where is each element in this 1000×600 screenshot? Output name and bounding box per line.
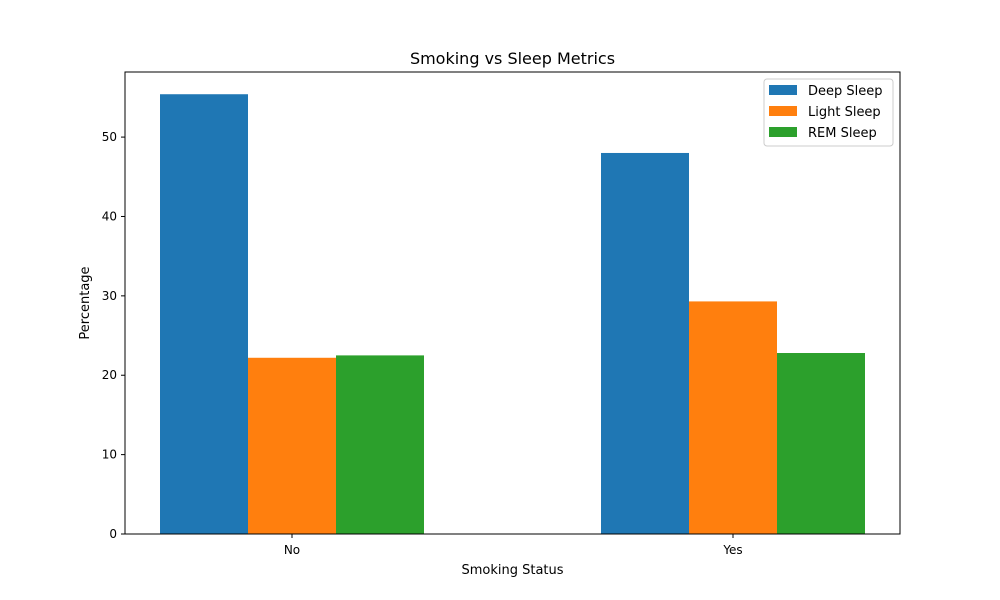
y-tick-label: 30 (102, 289, 117, 303)
bar-rem-sleep-yes (777, 353, 865, 534)
legend-swatch-light-sleep (769, 106, 797, 116)
bars-group (160, 94, 865, 535)
legend-swatch-rem-sleep (769, 127, 797, 137)
y-tick-label: 20 (102, 368, 117, 382)
chart-title: Smoking vs Sleep Metrics (410, 49, 615, 68)
bar-deep-sleep-no (160, 94, 248, 534)
bar-light-sleep-no (248, 357, 336, 534)
legend: Deep Sleep Light Sleep REM Sleep (763, 78, 894, 147)
legend-label-deep-sleep: Deep Sleep (808, 84, 883, 99)
x-axis-label: Smoking Status (461, 563, 563, 578)
legend-swatch-deep-sleep (769, 85, 797, 95)
y-tick-label: 10 (102, 448, 117, 462)
x-tick-label-no: No (284, 543, 300, 557)
y-tick-label: 40 (102, 209, 117, 223)
bar-deep-sleep-yes (601, 152, 689, 535)
bar-rem-sleep-no (336, 355, 424, 534)
y-axis-label: Percentage (78, 266, 93, 339)
bar-light-sleep-yes (689, 301, 777, 534)
x-axis-ticks: No Yes (284, 534, 743, 557)
y-axis-ticks: 0 10 20 30 40 50 (102, 130, 125, 541)
y-tick-label: 50 (102, 130, 117, 144)
legend-label-light-sleep: Light Sleep (808, 105, 881, 120)
x-tick-label-yes: Yes (722, 543, 742, 557)
plot-frame (124, 71, 901, 535)
y-tick-label: 0 (109, 527, 117, 541)
legend-label-rem-sleep: REM Sleep (808, 126, 877, 141)
